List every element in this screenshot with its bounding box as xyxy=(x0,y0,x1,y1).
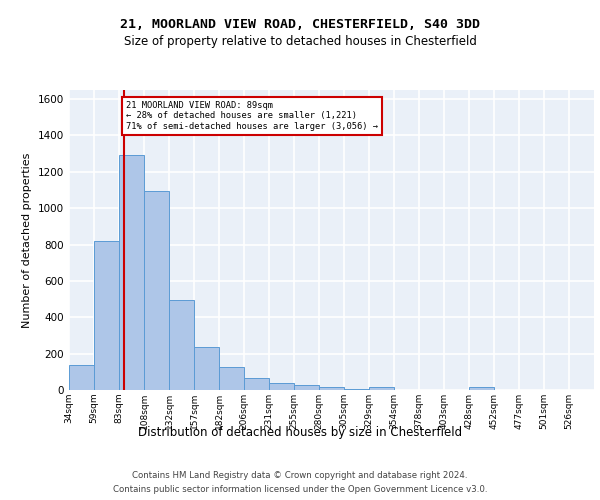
Text: Contains HM Land Registry data © Crown copyright and database right 2024.: Contains HM Land Registry data © Crown c… xyxy=(132,472,468,480)
Bar xyxy=(244,378,269,390)
Bar xyxy=(119,156,144,390)
Bar xyxy=(319,388,344,390)
Bar xyxy=(219,366,244,390)
Text: 21 MOORLAND VIEW ROAD: 89sqm
← 28% of detached houses are smaller (1,221)
71% of: 21 MOORLAND VIEW ROAD: 89sqm ← 28% of de… xyxy=(126,101,378,130)
Bar xyxy=(69,364,94,390)
Bar xyxy=(194,346,219,390)
Text: Size of property relative to detached houses in Chesterfield: Size of property relative to detached ho… xyxy=(124,35,476,48)
Text: Distribution of detached houses by size in Chesterfield: Distribution of detached houses by size … xyxy=(138,426,462,439)
Text: Contains public sector information licensed under the Open Government Licence v3: Contains public sector information licen… xyxy=(113,484,487,494)
Bar xyxy=(294,385,319,390)
Bar xyxy=(369,386,394,390)
Bar xyxy=(344,389,369,390)
Bar xyxy=(169,300,194,390)
Text: 21, MOORLAND VIEW ROAD, CHESTERFIELD, S40 3DD: 21, MOORLAND VIEW ROAD, CHESTERFIELD, S4… xyxy=(120,18,480,30)
Y-axis label: Number of detached properties: Number of detached properties xyxy=(22,152,32,328)
Bar xyxy=(469,388,494,390)
Bar xyxy=(269,382,294,390)
Bar xyxy=(144,191,169,390)
Bar xyxy=(94,241,119,390)
